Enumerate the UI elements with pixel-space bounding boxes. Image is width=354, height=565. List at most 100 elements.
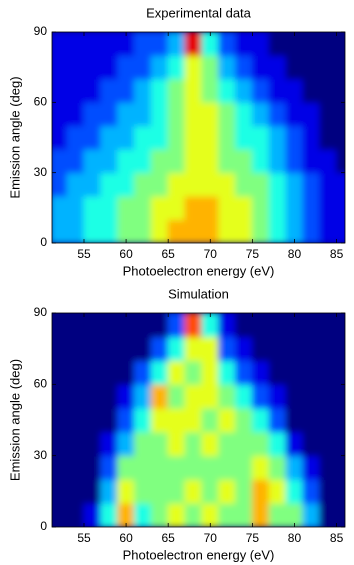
heat-cell xyxy=(83,407,102,433)
heat-cell xyxy=(100,360,119,385)
heat-cell xyxy=(235,336,253,362)
heat-cell xyxy=(302,336,321,362)
y-tick-label: 30 xyxy=(34,165,48,179)
heat-cell xyxy=(150,78,169,103)
heat-cell xyxy=(218,360,237,385)
heat-cell xyxy=(100,54,119,80)
heat-cell xyxy=(134,478,152,504)
heat-cell xyxy=(251,478,270,504)
heat-cell xyxy=(134,313,152,338)
heat-cell xyxy=(52,478,68,504)
heat-cell xyxy=(184,32,203,56)
x-tick-label: 55 xyxy=(77,247,91,261)
heat-cell xyxy=(319,455,338,480)
heat-cell xyxy=(336,172,345,197)
heat-cell xyxy=(184,101,203,127)
heat-cell xyxy=(83,502,102,527)
heat-cell xyxy=(319,78,338,103)
heat-cell xyxy=(83,54,102,80)
heat-cell xyxy=(184,455,203,480)
heat-cell xyxy=(285,125,304,150)
heat-cell xyxy=(66,78,85,103)
heat-cell xyxy=(285,478,304,504)
heat-cell xyxy=(52,32,68,56)
heat-cell xyxy=(319,101,338,127)
heat-cell xyxy=(319,219,338,243)
heat-cell xyxy=(83,478,102,504)
heat-cell xyxy=(117,478,136,504)
x-tick-label: 80 xyxy=(288,247,302,261)
heat-cell xyxy=(52,172,68,197)
heat-cell xyxy=(52,125,68,150)
plot-area xyxy=(52,313,345,527)
heat-cell xyxy=(201,383,220,409)
heat-cell xyxy=(117,431,136,457)
heat-cell xyxy=(66,54,85,80)
heat-cell xyxy=(117,383,136,409)
heat-cell xyxy=(117,313,136,338)
heat-cell xyxy=(117,195,136,221)
heat-cell xyxy=(134,360,152,385)
heat-cell xyxy=(66,125,85,150)
heat-cell xyxy=(235,78,253,103)
heat-cell xyxy=(134,172,152,197)
heat-cell xyxy=(235,383,253,409)
heat-cell xyxy=(184,78,203,103)
heat-cell xyxy=(218,219,237,243)
heat-cell xyxy=(184,148,203,174)
heat-cell xyxy=(302,195,321,221)
heat-cell xyxy=(100,172,119,197)
heat-cell xyxy=(251,195,270,221)
heat-cell xyxy=(268,172,287,197)
heat-cell xyxy=(167,195,186,221)
heat-cell xyxy=(201,54,220,80)
heat-cell xyxy=(251,101,270,127)
heat-cell xyxy=(100,195,119,221)
heat-cell xyxy=(319,478,338,504)
heatmap xyxy=(52,313,345,527)
heat-cell xyxy=(336,360,345,385)
heat-cell xyxy=(319,360,338,385)
heat-cell xyxy=(66,478,85,504)
heat-cell xyxy=(100,219,119,243)
heat-cell xyxy=(66,336,85,362)
heat-cell xyxy=(134,125,152,150)
heat-cell xyxy=(184,383,203,409)
heat-cell xyxy=(100,336,119,362)
heat-cell xyxy=(167,431,186,457)
heat-cell xyxy=(302,78,321,103)
heat-cell xyxy=(52,502,68,527)
heat-cell xyxy=(285,78,304,103)
heat-cell xyxy=(134,383,152,409)
heat-cell xyxy=(251,431,270,457)
heat-cell xyxy=(285,383,304,409)
heat-cell xyxy=(201,32,220,56)
heat-cell xyxy=(150,313,169,338)
heat-cell xyxy=(302,455,321,480)
heat-cell xyxy=(117,360,136,385)
heat-cell xyxy=(134,101,152,127)
chart-title: Experimental data xyxy=(146,5,252,20)
heat-cell xyxy=(285,336,304,362)
heat-cell xyxy=(218,101,237,127)
heat-cell xyxy=(134,407,152,433)
heat-cell xyxy=(268,360,287,385)
heat-cell xyxy=(319,172,338,197)
heat-cell xyxy=(235,195,253,221)
heat-cell xyxy=(336,455,345,480)
heat-cell xyxy=(201,313,220,338)
heat-cell xyxy=(83,172,102,197)
heat-cell xyxy=(302,148,321,174)
heat-cell xyxy=(66,32,85,56)
heat-cell xyxy=(268,431,287,457)
heat-cell xyxy=(285,195,304,221)
heat-cell xyxy=(319,336,338,362)
heat-cell xyxy=(235,431,253,457)
heat-cell xyxy=(235,455,253,480)
heat-cell xyxy=(235,125,253,150)
heat-cell xyxy=(117,336,136,362)
heat-cell xyxy=(201,431,220,457)
heat-cell xyxy=(134,148,152,174)
heat-cell xyxy=(66,502,85,527)
heat-cell xyxy=(268,219,287,243)
